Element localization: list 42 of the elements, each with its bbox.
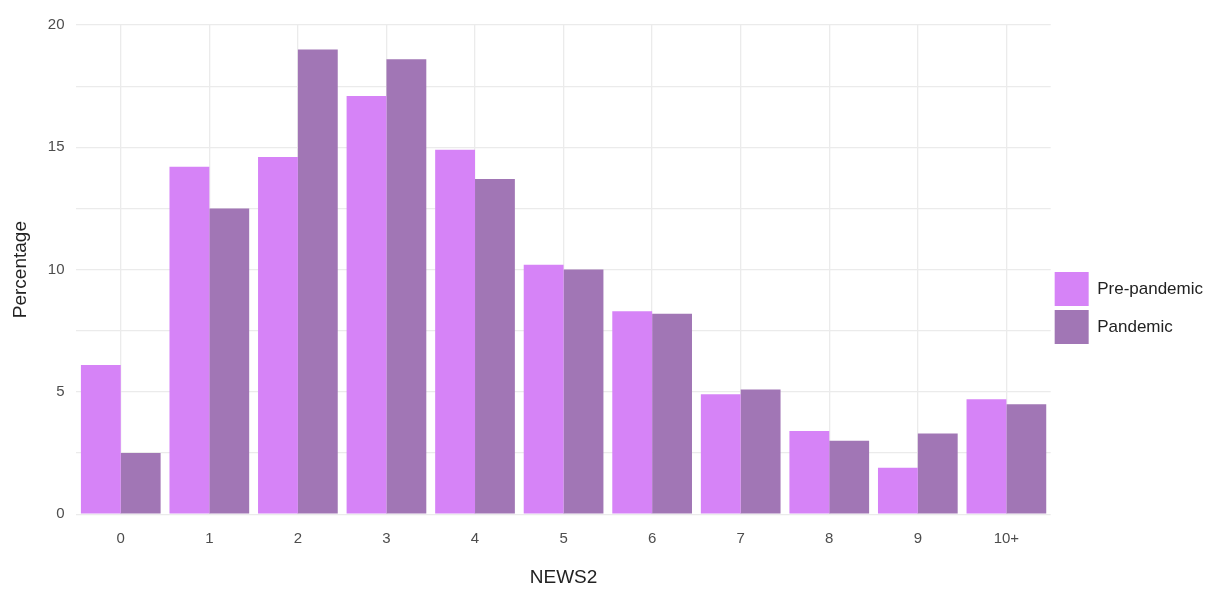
bar <box>966 399 1007 514</box>
bar <box>475 179 515 514</box>
x-axis-title: NEWS2 <box>529 565 598 587</box>
y-tick-label: 0 <box>56 504 65 522</box>
x-tick-label: 9 <box>913 529 922 547</box>
bar <box>563 269 604 514</box>
legend-label: Pandemic <box>1097 316 1174 336</box>
bar <box>877 467 918 514</box>
y-tick-label: 10 <box>47 259 65 277</box>
bar <box>346 95 387 514</box>
bar <box>917 433 958 514</box>
y-tick-label: 20 <box>47 15 65 33</box>
x-tick-label: 8 <box>825 529 834 547</box>
bar <box>829 440 870 514</box>
x-tick-label: 5 <box>559 529 568 547</box>
x-tick-label: 7 <box>736 529 745 547</box>
bar <box>523 264 564 514</box>
x-tick-label: 0 <box>116 529 125 547</box>
x-tick-label: 10+ <box>993 529 1020 547</box>
bar <box>435 149 476 514</box>
bar <box>209 208 250 514</box>
x-tick-label: 4 <box>470 529 480 547</box>
bar <box>120 453 161 514</box>
bar <box>80 364 121 514</box>
bar <box>652 313 692 514</box>
bar <box>258 157 298 514</box>
bar <box>740 389 781 514</box>
x-tick-label: 2 <box>293 529 303 547</box>
x-tick-label: 3 <box>382 529 391 547</box>
bar <box>612 311 653 514</box>
bar <box>789 431 830 514</box>
bar <box>169 166 210 514</box>
y-tick-label: 15 <box>47 137 65 155</box>
bar <box>297 49 338 514</box>
bar <box>700 394 741 514</box>
y-tick-label: 5 <box>56 382 65 400</box>
bar <box>1006 404 1047 514</box>
bar <box>386 59 427 514</box>
legend-label: Pre-pandemic <box>1097 278 1204 298</box>
x-tick-label: 6 <box>647 529 657 547</box>
y-axis-title: Percentage <box>8 221 30 319</box>
x-tick-label: 1 <box>205 529 214 547</box>
